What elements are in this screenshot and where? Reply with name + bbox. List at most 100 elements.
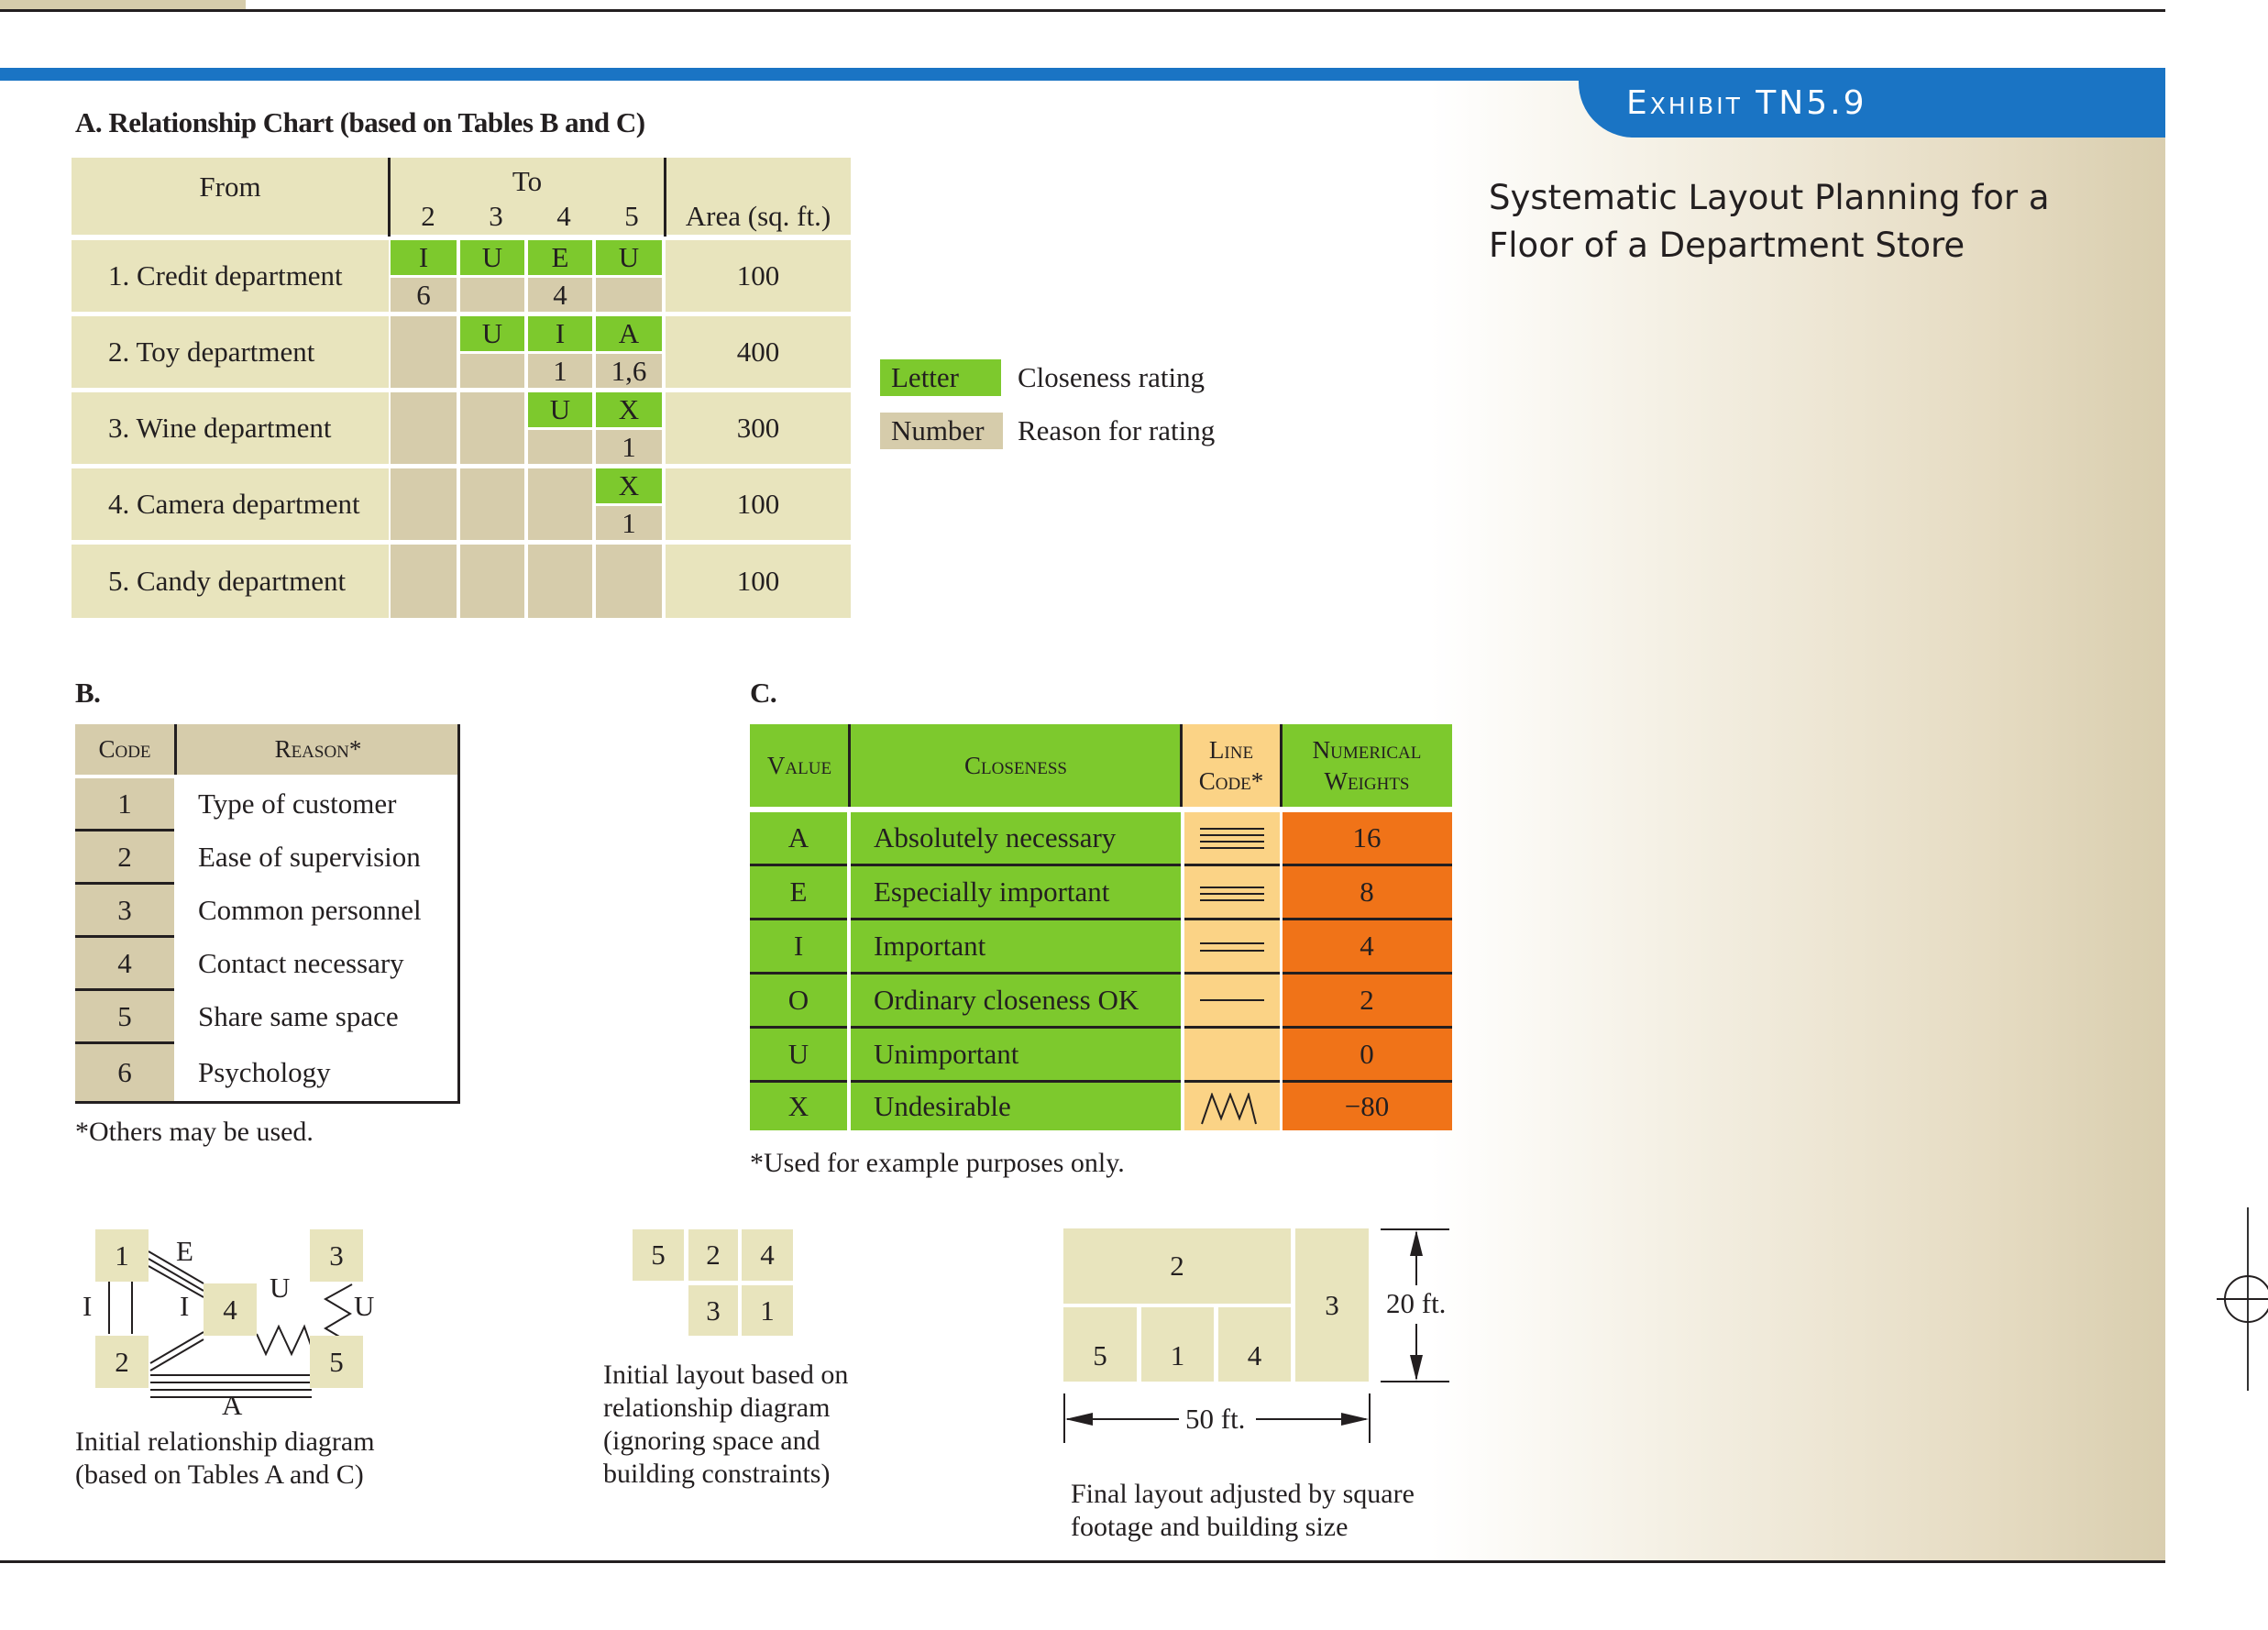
row-divider [750,864,1452,866]
rating-letter: I [391,240,457,275]
rating-letter: U [460,316,524,351]
rating-number [596,278,662,312]
rating-letter: E [528,240,592,275]
row-label-camera: 4. Camera department [72,468,389,540]
rating-number: 1,6 [596,354,662,388]
caption-line: (based on Tables A and C) [75,1459,364,1490]
dept-node-4: 4 [204,1283,257,1336]
row-label-wine: 3. Wine department [72,392,389,464]
edge-label: U [354,1290,375,1322]
header-divider [1180,724,1183,807]
area-value: 300 [666,392,851,464]
row-divider [75,988,174,991]
row-divider [750,918,1452,920]
rating-number: 4 [528,278,592,312]
top-tab-strip [0,0,246,9]
edge-label: U [270,1272,291,1304]
relationship-diagram: 1 2 3 4 5 I E I A U U [75,1224,405,1421]
to-col-2: 2 [421,200,435,232]
rating-letter: U [460,240,524,275]
layout-block-4: 4 [1218,1307,1291,1382]
zigzag-line-code-icon [1201,1093,1257,1125]
reason-cell: Type of customer [198,787,397,820]
row-label-credit: 1. Credit department [72,240,389,312]
header-divider [174,724,177,775]
weight-value: 16 [1352,821,1382,854]
empty-cell [391,392,457,464]
column-gap [847,807,851,1130]
code-cell: 6 [75,1044,174,1101]
header-weights-line2: Weights [1324,767,1410,795]
empty-cell [391,316,457,388]
header-reason: Reason* [176,724,460,775]
weight-value: 2 [1360,984,1374,1016]
header-to-group [389,158,666,235]
closeness-desc: Ordinary closeness OK [874,984,1140,1016]
initial-layout-caption: Initial layout based on relationship dia… [603,1359,848,1491]
code-cell: 3 [75,885,174,935]
edge-label: I [180,1290,190,1322]
edge-label: E [176,1235,193,1267]
empty-cell [460,392,524,464]
caption-line: Final layout adjusted by square [1071,1479,1415,1509]
two-line-code-icon [1200,942,1264,952]
four-line-code-icon [1200,828,1264,849]
weight-value: 8 [1360,876,1374,908]
reason-cell: Share same space [198,999,399,1032]
caption-line: relationship diagram [603,1393,831,1423]
column-gap [1280,807,1283,1130]
rating-number [460,278,524,312]
caption-line: building constraints) [603,1459,831,1489]
exhibit-title-line: Floor of a Department Store [1489,226,1965,265]
dept-node-2: 2 [95,1336,149,1388]
top-rule [0,9,2165,12]
reason-cell: Psychology [198,1055,331,1088]
rating-number: 1 [528,354,592,388]
closeness-desc: Undesirable [874,1090,1011,1122]
to-col-3: 3 [489,200,503,232]
table-b-title: B. [75,677,101,709]
header-from: From [72,158,389,235]
header-weights-line1: Numerical [1312,736,1422,764]
three-line-code-icon [1200,887,1264,901]
rating-number [460,354,524,388]
header-value: Value [750,724,849,807]
height-label: 20 ft. [1386,1287,1447,1319]
closeness-value: O [787,984,809,1016]
final-layout-caption: Final layout adjusted by square footage … [1071,1478,1415,1544]
exhibit-label: Exhibit TN5.9 [1579,68,2165,138]
layout-block: 2 [688,1229,738,1281]
layout-block-1: 1 [1141,1307,1214,1382]
height-dimension-arrow-icon [1381,1228,1449,1382]
width-dimension-arrow-icon [1063,1393,1371,1443]
weight-value: −80 [1344,1090,1390,1122]
header-divider [1280,724,1283,807]
empty-cell [528,545,592,618]
row-divider [75,829,174,832]
rating-number: 1 [596,430,662,464]
right-gradient-panel [1430,81,2165,1560]
legend-number-swatch: Number [880,413,1003,449]
initial-layout-diagram: 5 2 4 3 1 [633,1229,798,1339]
closeness-value: X [787,1090,809,1122]
table-bottom-border [75,1101,460,1104]
rating-number: 1 [596,506,662,540]
closeness-desc: Unimportant [874,1038,1019,1070]
header-to: To [512,165,543,197]
row-divider [750,1080,1452,1083]
header-divider [664,158,666,237]
bottom-rule [0,1560,2165,1563]
layout-block: 1 [742,1285,793,1336]
table-c-title: C. [750,677,777,709]
caption-line: Initial layout based on [603,1360,849,1390]
column-gap [1181,807,1184,1130]
table-right-border [457,724,460,1104]
rating-letter: U [596,240,662,275]
row-divider [750,972,1452,975]
layout-block-2: 2 [1063,1228,1291,1304]
code-cell: 5 [75,991,174,1041]
relationship-chart: From To 2 3 4 5 Area (sq. ft.) 1. Credit… [72,158,851,625]
header-weights: Numerical Weights [1282,724,1452,807]
final-layout-diagram: 2 3 5 1 4 20 ft. 50 ft. [1063,1228,1458,1448]
caption-line: (ignoring space and [603,1426,820,1456]
